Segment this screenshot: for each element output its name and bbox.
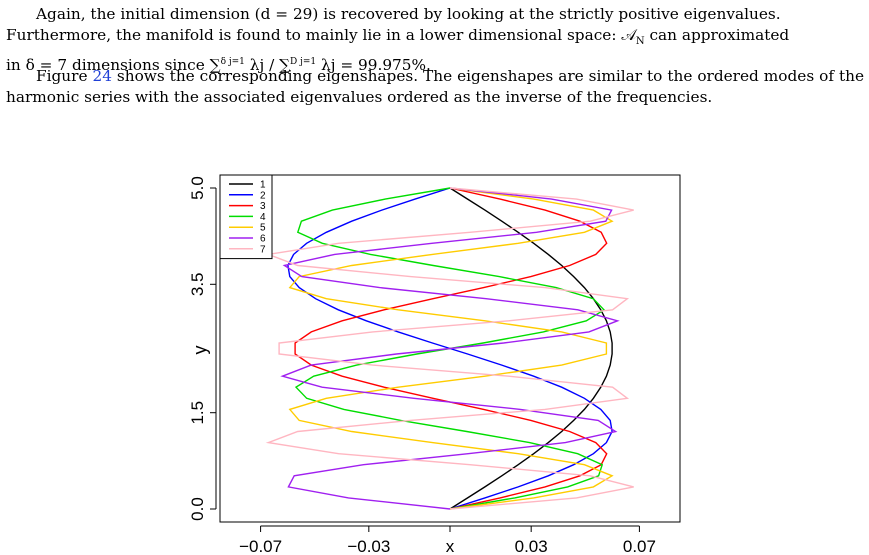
x-tick-label: −0.07 — [239, 537, 282, 555]
legend-label-7: 7 — [260, 244, 266, 255]
sum-limits-1: δ j=1 — [220, 57, 245, 68]
text-line-3: in δ = 7 dimensions since ∑ — [6, 56, 221, 75]
text-line-2-tail: can approximated — [644, 25, 790, 44]
eigenshape-line-3 — [294, 187, 608, 510]
fig-ref-rest: shows the corresponding eigenshapes. The… — [6, 67, 864, 106]
legend-label-5: 5 — [260, 223, 266, 234]
text-line-3b: λj / ∑ — [244, 56, 291, 75]
y-axis: 0.0 1.5 3.5 5.0 — [188, 176, 217, 521]
legend-label-1: 1 — [260, 180, 266, 191]
y-tick-label: 3.5 — [188, 272, 207, 296]
eigenshape-line-1 — [449, 187, 613, 510]
y-tick-label: 1.5 — [188, 401, 207, 425]
x-tick-label: −0.03 — [347, 537, 390, 555]
figure-link[interactable]: 24 — [92, 67, 112, 85]
eigenshape-line-7 — [265, 187, 634, 510]
plot-frame — [219, 174, 681, 523]
y-tick-label: 5.0 — [188, 176, 207, 200]
x-tick-label: 0.07 — [623, 537, 656, 555]
legend-label-6: 6 — [260, 234, 266, 245]
paragraph-dimension: Again, the initial dimension (d = 29) is… — [6, 4, 864, 76]
eigenshape-line-6 — [280, 187, 620, 510]
y-axis-label: y — [190, 346, 210, 355]
legend-label-2: 2 — [260, 190, 266, 201]
legend-label-3: 3 — [260, 201, 266, 212]
sum-limits-2: D j=1 — [290, 57, 317, 68]
y-tick-label: 0.0 — [188, 497, 207, 521]
text-line-2-sub: N — [635, 35, 645, 47]
plot-lines — [265, 187, 634, 510]
text-line-1: Again, the initial dimension (d = 29) is… — [36, 5, 781, 23]
paragraph-figure-ref: Figure 24 shows the corresponding eigens… — [6, 66, 864, 107]
x-axis: −0.07 −0.03 x 0.03 0.07 — [239, 525, 656, 555]
fig-ref-pre: Figure — [36, 67, 93, 85]
x-tick-label: x — [446, 537, 455, 555]
text-line-3d: λj = 99.975%. — [316, 56, 431, 75]
legend-label-4: 4 — [260, 212, 266, 223]
text-line-2: Furthermore, the manifold is found to ma… — [6, 25, 636, 44]
x-tick-label: 0.03 — [515, 537, 548, 555]
eigenshape-line-5 — [288, 187, 614, 510]
